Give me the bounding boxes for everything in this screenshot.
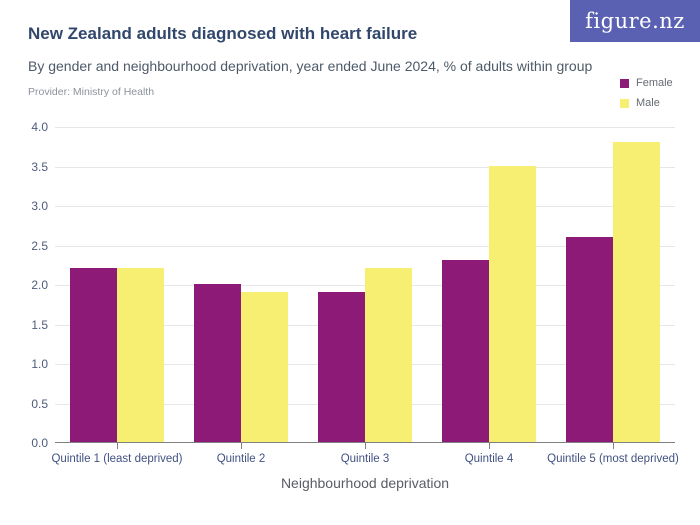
chart-subtitle: By gender and neighbourhood deprivation,…: [28, 58, 593, 74]
legend-swatch-female: [620, 79, 629, 88]
x-tick-mark: [365, 443, 366, 449]
x-category-label: Quintile 1 (least deprived): [51, 453, 183, 465]
y-tick-label: 2.0: [31, 278, 48, 292]
bar-female-5[interactable]: [566, 236, 613, 442]
bar-male-2[interactable]: [241, 291, 288, 442]
y-tick-label: 4.0: [31, 120, 48, 134]
bar-female-2[interactable]: [194, 284, 241, 442]
x-category-label: Quintile 4: [464, 453, 514, 465]
bar-female-1[interactable]: [70, 268, 117, 442]
x-category-label: Quintile 2: [216, 453, 266, 465]
gridline: [55, 206, 675, 207]
legend-item-male[interactable]: Male: [620, 97, 673, 110]
bar-female-3[interactable]: [318, 291, 365, 442]
legend: Female Male: [620, 77, 673, 117]
legend-label: Female: [636, 77, 673, 89]
gridline: [55, 246, 675, 247]
bar-female-4[interactable]: [442, 260, 489, 442]
y-tick-label: 0.5: [31, 397, 48, 411]
bar-male-4[interactable]: [489, 165, 536, 442]
bar-male-1[interactable]: [117, 268, 164, 442]
x-category-label: Quintile 5 (most deprived): [547, 453, 679, 465]
x-axis-line: [55, 442, 675, 443]
x-category-label: Quintile 3: [340, 453, 390, 465]
x-tick-mark: [241, 443, 242, 449]
x-axis-title: Neighbourhood deprivation: [280, 475, 450, 491]
y-tick-label: 3.5: [31, 160, 48, 174]
x-tick-mark: [117, 443, 118, 449]
x-tick-mark: [489, 443, 490, 449]
chart-title: New Zealand adults diagnosed with heart …: [28, 24, 418, 43]
y-tick-label: 1.0: [31, 357, 48, 371]
bar-male-3[interactable]: [365, 268, 412, 442]
legend-swatch-male: [620, 99, 629, 108]
gridline: [55, 167, 675, 168]
y-tick-label: 1.5: [31, 318, 48, 332]
figurenz-logo-text: figure.nz: [585, 9, 685, 33]
legend-item-female[interactable]: Female: [620, 77, 673, 90]
gridline: [55, 127, 675, 128]
bar-male-5[interactable]: [613, 141, 660, 442]
y-tick-label: 2.5: [31, 239, 48, 253]
provider-note: Provider: Ministry of Health: [28, 86, 155, 98]
chart-area: 0.0 0.5 1.0 1.5 2.0 2.5 3.0 3.5 4.0 Quintile 1 (…: [0, 120, 700, 507]
legend-label: Male: [636, 97, 660, 109]
y-tick-label: 0.0: [31, 436, 48, 450]
x-tick-mark: [613, 443, 614, 449]
plot-area: [55, 127, 675, 443]
figurenz-logo[interactable]: figure.nz: [570, 0, 700, 42]
y-tick-label: 3.0: [31, 199, 48, 213]
